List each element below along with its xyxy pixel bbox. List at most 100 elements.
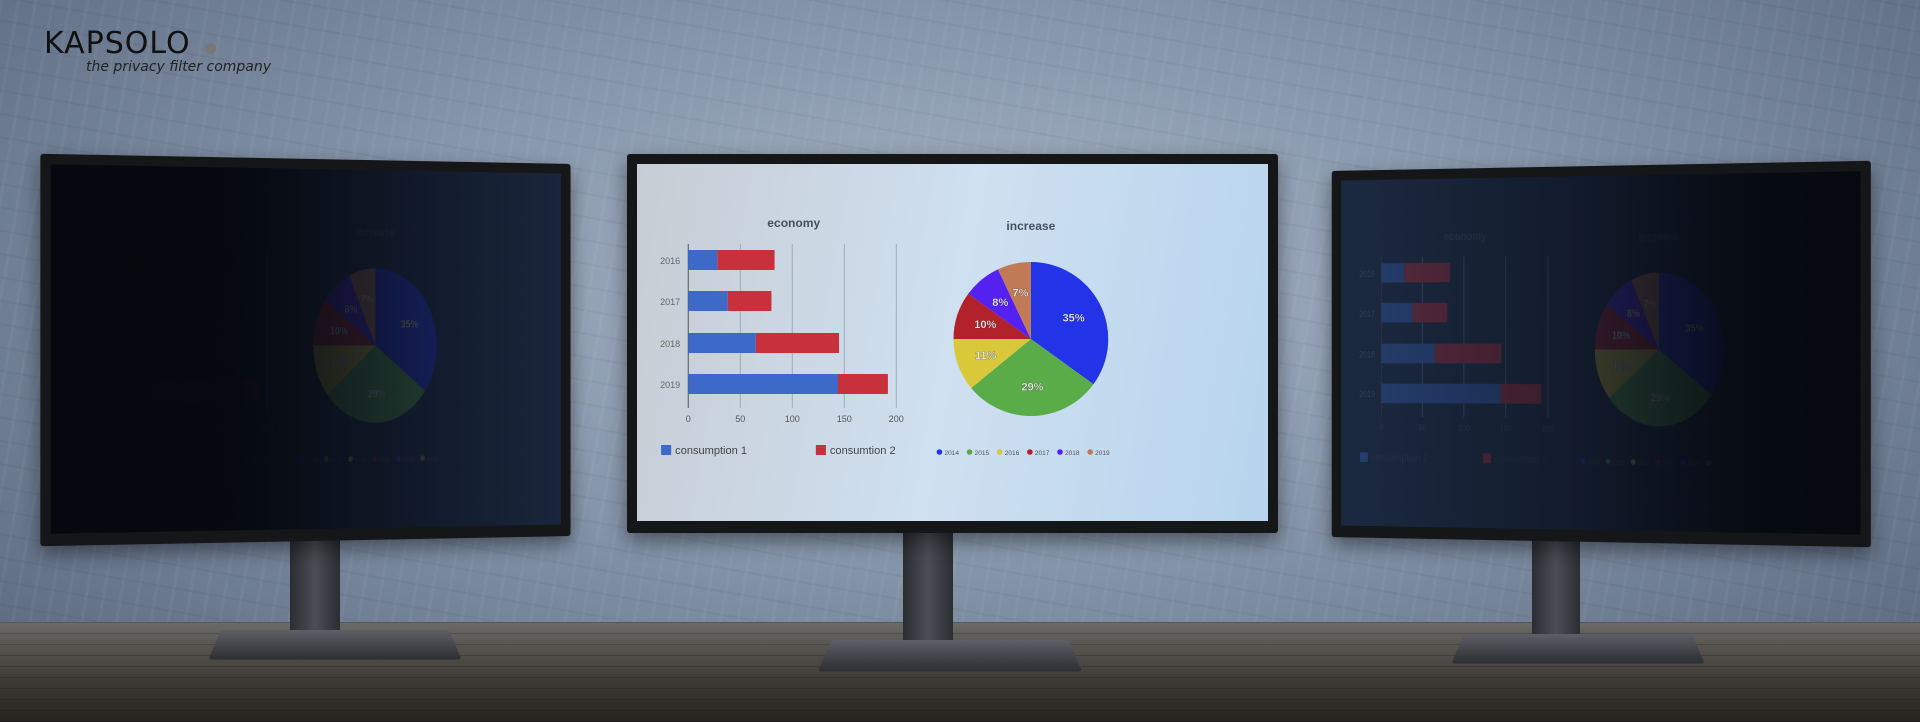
pie-legend-dot (348, 456, 353, 462)
x-tick-label: 50 (1418, 423, 1426, 433)
center-monitor-base (817, 640, 1083, 672)
pie-legend-label: 2019 (1095, 450, 1110, 457)
y-category-label: 2019 (70, 387, 87, 398)
bar-2 (1412, 302, 1448, 323)
bar-1 (688, 374, 838, 394)
bar-2 (1404, 262, 1450, 283)
pie-chart-title: increase (356, 226, 395, 239)
center-monitor: economy 0 50 100 150 200 2016 2017 2018 2019 consu… (627, 154, 1278, 533)
pie-legend-label: 2017 (1662, 461, 1674, 468)
x-tick-label: 150 (837, 414, 852, 424)
pie-slice-2017 (953, 293, 1031, 339)
pie-legend-label: 2018 (403, 457, 415, 464)
pie-value-label: 8% (1627, 308, 1640, 320)
pie-value-label: 7% (1012, 287, 1028, 299)
pie-value-label: 10% (974, 319, 996, 331)
y-category-label: 2018 (1359, 350, 1375, 360)
right-monitor-base (1451, 633, 1705, 664)
bar-2 (717, 250, 775, 270)
bar-1 (1381, 383, 1501, 404)
pie-legend-dot (966, 449, 973, 455)
pie-value-label: 10% (1612, 330, 1630, 342)
pie-value-label: 11% (1613, 361, 1631, 373)
pie-slice-2018 (968, 269, 1031, 339)
pie-legend-dot (1706, 459, 1711, 466)
right-monitor-privacy-filtered: economy 0 50 100 150 200 2016 2017 2018 2019 consu… (1331, 160, 1871, 548)
pie-value-label: 11% (975, 350, 997, 362)
pie-legend-dot (1027, 449, 1033, 455)
pie-value-label: 29% (368, 389, 386, 401)
x-tick-label: 50 (735, 414, 745, 424)
bar-2 (219, 380, 261, 402)
y-category-label: 2017 (660, 297, 680, 307)
pie-legend-dot (1680, 459, 1686, 466)
bar-1 (94, 253, 119, 275)
pie-legend-label: 2018 (1065, 450, 1080, 457)
center-monitor-stand (903, 530, 953, 650)
bar-2 (118, 253, 167, 275)
pie-legend-label: 2019 (1713, 461, 1725, 468)
pie-chart-title: increase (1006, 219, 1055, 233)
pie-value-label: 35% (1063, 312, 1085, 324)
x-tick-label: 200 (261, 421, 274, 432)
bar-1 (1381, 302, 1413, 323)
logo-tagline: the privacy filter company (86, 59, 272, 75)
legend-label: consumption 1 (1371, 453, 1428, 465)
x-tick-label: 150 (1500, 423, 1513, 433)
y-category-label: 2019 (1359, 390, 1375, 400)
x-tick-label: 150 (218, 421, 231, 432)
pie-legend-label: 2015 (330, 458, 342, 465)
pie-legend-label: 2015 (975, 450, 990, 457)
x-tick-label: 100 (785, 414, 800, 424)
pie-legend-label: 2016 (355, 457, 367, 464)
bar-chart-title: economy (767, 216, 820, 230)
pie-slice-2014 (1030, 262, 1109, 385)
legend-swatch (71, 454, 80, 466)
pie-chart-title: increase (1639, 231, 1680, 245)
pie-legend-label: 2014 (944, 450, 959, 457)
bar-chart-title: economy (1444, 230, 1486, 244)
pie-legend-dot (996, 449, 1003, 455)
bar-2 (1500, 383, 1542, 404)
legend-swatch (815, 445, 826, 455)
legend-label: consumption 1 (83, 454, 144, 467)
y-category-label: 2018 (660, 339, 680, 349)
pie-legend-dot (936, 449, 943, 455)
bar-chart-title: economy (161, 221, 206, 235)
bar-2 (127, 296, 164, 317)
pie-slice-2015 (971, 339, 1094, 416)
pie-value-label: 7% (361, 294, 374, 306)
bar-1 (688, 333, 756, 353)
x-tick-label: 200 (1542, 424, 1555, 434)
pie-legend-label: 2014 (1587, 460, 1600, 467)
pie-legend-label: 2014 (306, 458, 318, 465)
pie-legend-dot (1580, 458, 1586, 465)
pie-legend-label: 2018 (1687, 461, 1699, 468)
y-category-label: 2018 (70, 345, 87, 356)
y-category-label: 2017 (1359, 309, 1375, 319)
pie-legend-label: 2019 (426, 457, 438, 464)
legend-label: consumption 1 (675, 445, 747, 457)
pie-legend-dot (1605, 458, 1611, 465)
pie-slice-2016 (953, 339, 1031, 389)
x-tick-label: 200 (889, 414, 904, 424)
logo-name: KAPSOLO (44, 26, 191, 61)
legend-swatch (661, 445, 672, 455)
bar-1 (94, 339, 151, 360)
pie-value-label: 35% (401, 319, 418, 331)
pie-legend-dot (1630, 459, 1636, 465)
pie-legend-label: 2015 (1612, 460, 1625, 467)
x-tick-label: 50 (134, 422, 143, 433)
pie-legend-dot (372, 455, 377, 462)
y-category-label: 2017 (70, 301, 87, 312)
pie-value-label: 7% (1644, 298, 1657, 310)
x-tick-label: 0 (1379, 423, 1383, 433)
pie-slice-2019 (997, 262, 1031, 339)
x-tick-label: 0 (686, 414, 691, 424)
legend-swatch (1360, 452, 1368, 463)
pie-legend-dot (1655, 459, 1661, 466)
x-tick-label: 100 (175, 421, 188, 432)
pie-value-label: 8% (992, 297, 1008, 309)
legend-swatch (200, 453, 210, 464)
center-screen: economy 0 50 100 150 200 2016 2017 2018 2019 consu… (637, 164, 1268, 521)
